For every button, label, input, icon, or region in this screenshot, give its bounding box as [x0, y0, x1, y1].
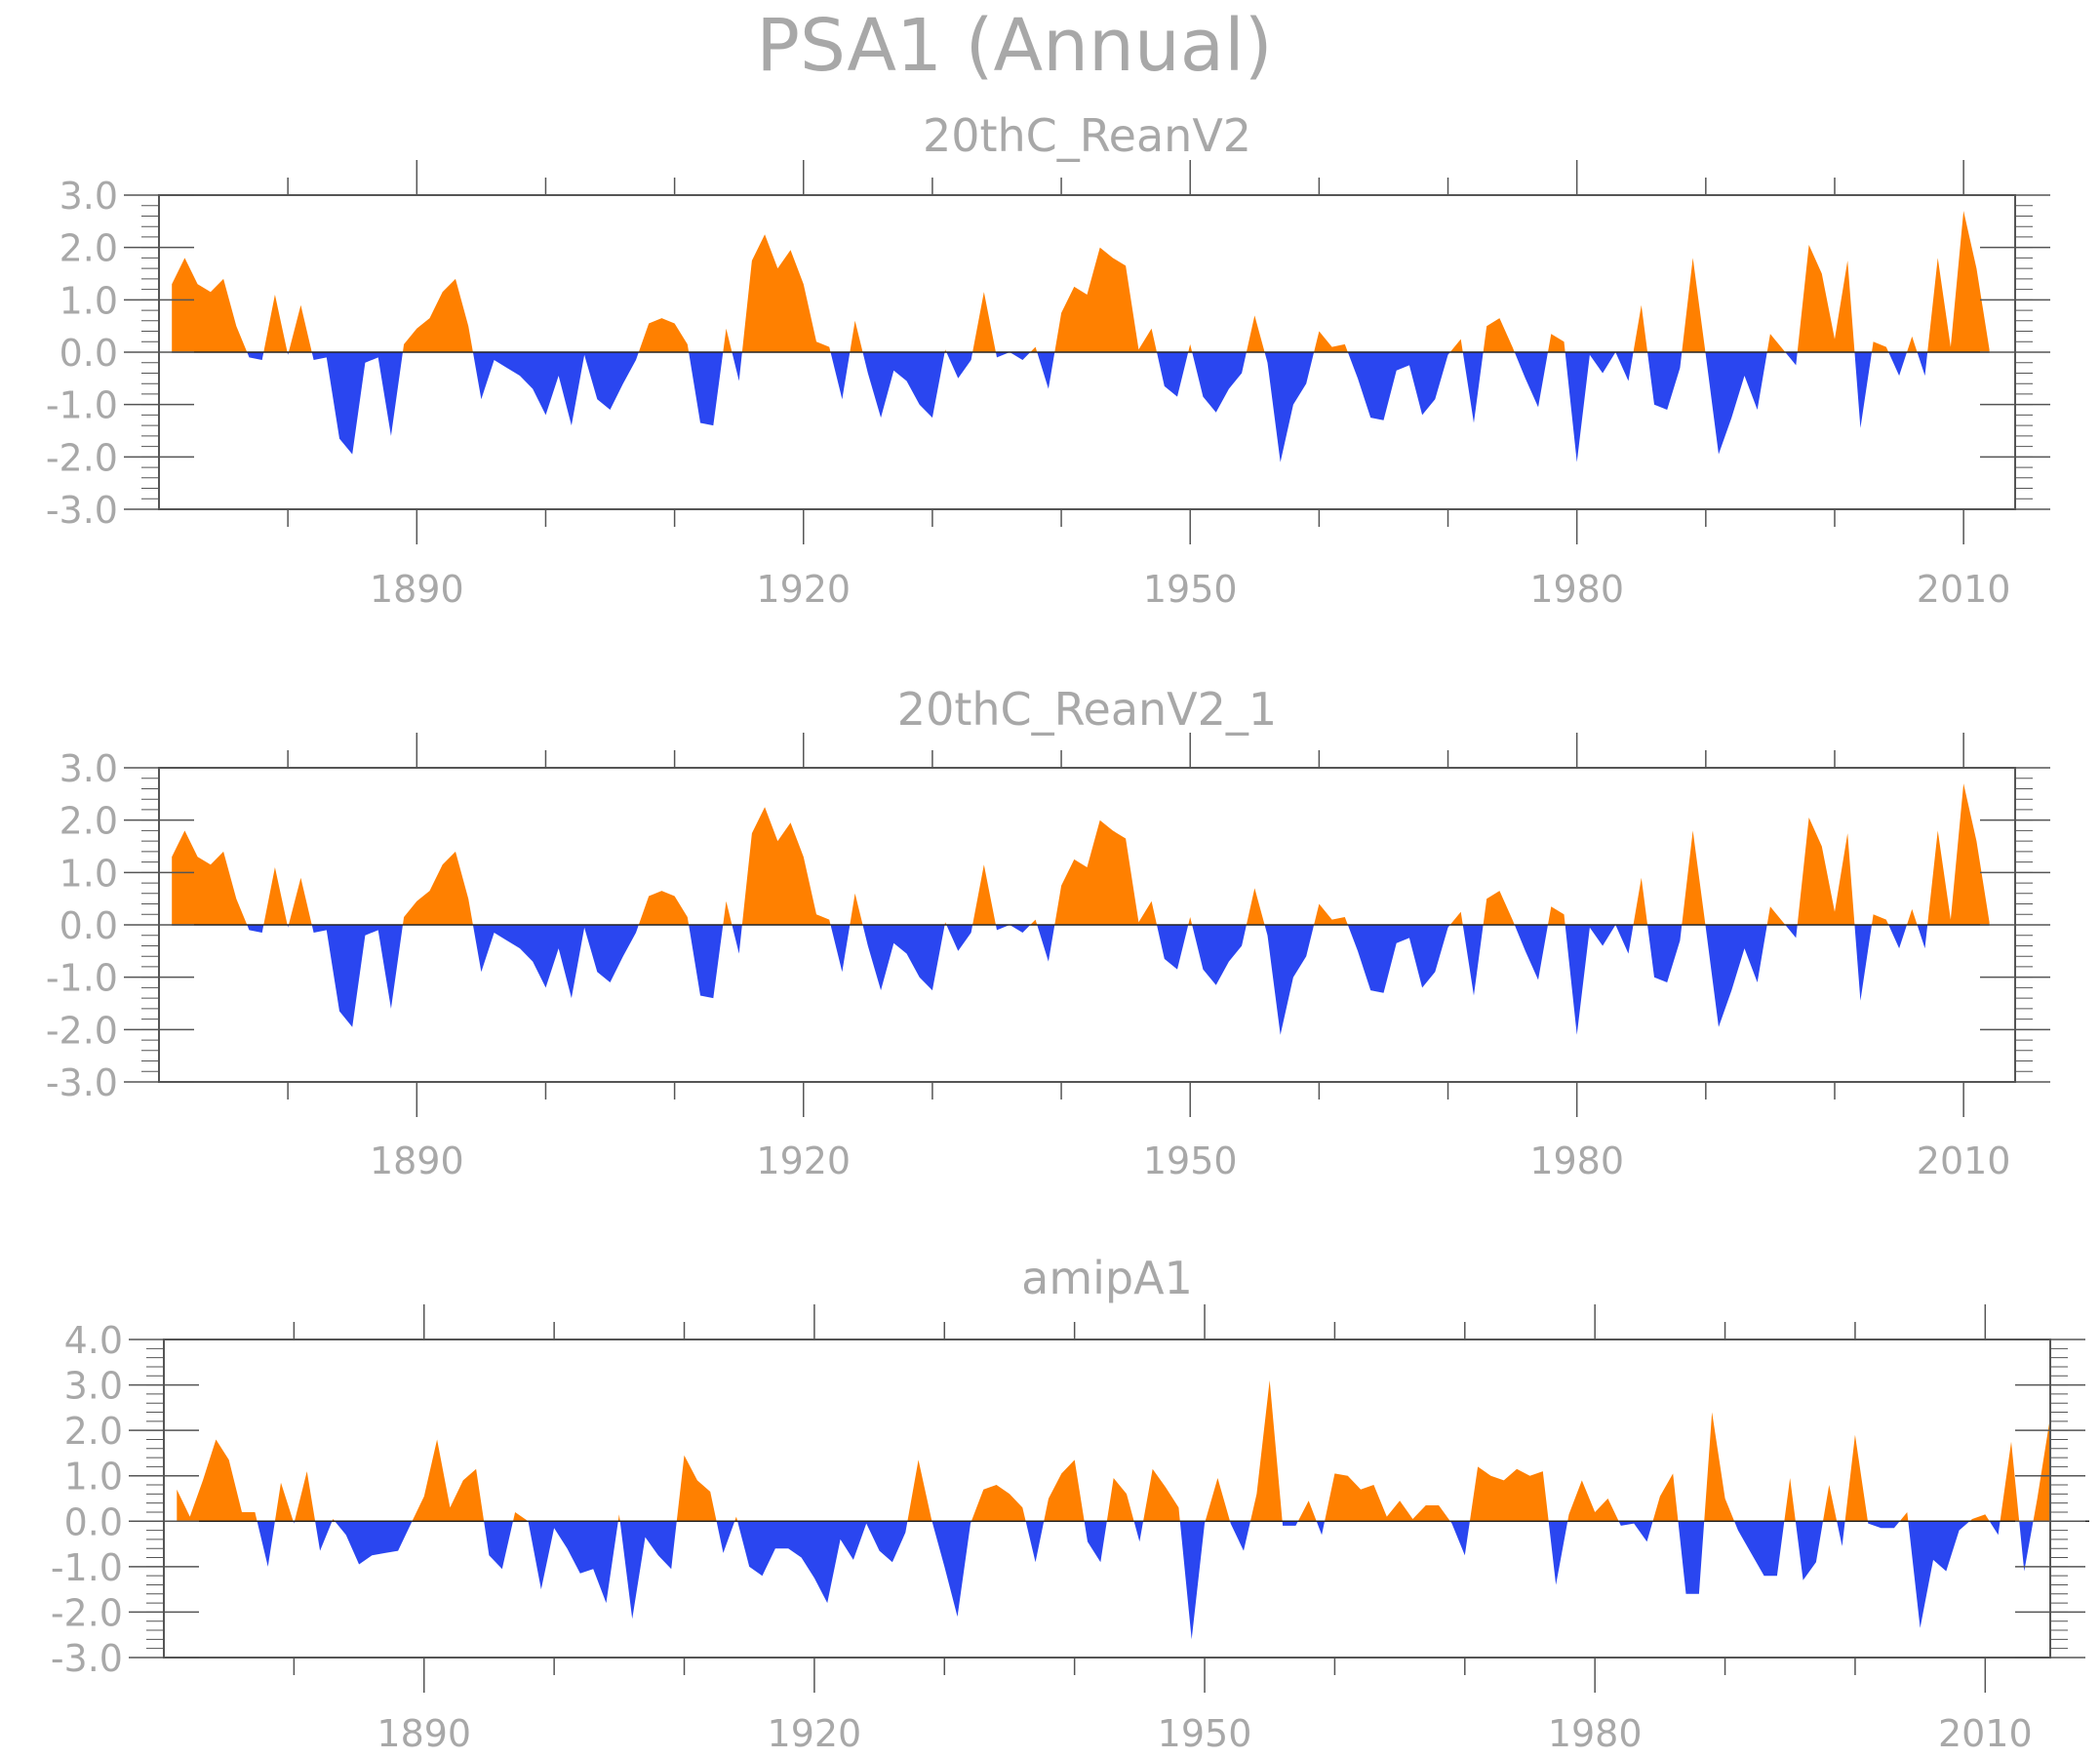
x-tick-label: 1950	[1143, 568, 1238, 611]
panel-title: amipA1	[1021, 1252, 1193, 1304]
panel-3: amipA1 4.03.02.01.00.0-1.0-2.0-3.0 1890 192…	[51, 1252, 2090, 1755]
positive-anomaly-area	[172, 211, 1990, 352]
negative-anomaly-area	[172, 925, 1990, 1035]
x-tick-label: 2010	[1938, 1712, 2033, 1754]
x-tick-label: 2010	[1917, 568, 2011, 611]
x-tick-label: 1980	[1548, 1712, 1643, 1754]
y-tick-label: 2.0	[59, 800, 118, 843]
x-tick-label: 1890	[370, 1139, 464, 1182]
x-tick-label: 1920	[756, 1139, 851, 1182]
x-tick-label: 1950	[1158, 1712, 1252, 1754]
y-tick-label: 1.0	[59, 852, 118, 895]
y-tick-label: 3.0	[64, 1365, 123, 1408]
y-tick-label: -3.0	[51, 1637, 123, 1680]
y-tick-label: 0.0	[59, 332, 118, 375]
y-tick-label: 0.0	[59, 904, 118, 947]
negative-anomaly-area	[177, 1521, 2050, 1640]
panel-2: 20thC_ReanV2_1 3.0 2.0 1.0 0.0 -1.0 -2.0 -3.0 18…	[46, 683, 2050, 1182]
y-tick-label: 0.0	[64, 1500, 123, 1543]
y-tick-label: 2.0	[64, 1410, 123, 1453]
positive-anomaly-area	[177, 1379, 2050, 1522]
figure-title: PSA1 (Annual)	[756, 4, 1272, 88]
y-tick-label: -1.0	[46, 384, 118, 427]
y-tick-label: 4.0	[64, 1319, 123, 1362]
panel-title: 20thC_ReanV2	[923, 109, 1251, 162]
x-tick-label: 1950	[1143, 1139, 1238, 1182]
y-tick-label: 3.0	[59, 175, 118, 218]
y-tick-label: -3.0	[46, 489, 118, 532]
y-tick-label: -2.0	[46, 1009, 118, 1052]
panel-1: 20thC_ReanV2 3.0 2.0 1.0 0.0 -1.0 -2.0 -3.0 1890…	[46, 109, 2050, 611]
y-tick-label: 3.0	[59, 747, 118, 790]
x-tick-label: 1890	[376, 1712, 471, 1754]
x-tick-label: 1980	[1529, 1139, 1624, 1182]
plot-frame	[163, 1339, 2051, 1659]
y-tick-label: 1.0	[64, 1456, 123, 1499]
y-tick-label: -2.0	[51, 1591, 123, 1634]
panel-title: 20thC_ReanV2_1	[897, 683, 1277, 736]
x-tick-label: 2010	[1917, 1139, 2011, 1182]
x-tick-label: 1920	[768, 1712, 862, 1754]
y-tick-label: 2.0	[59, 227, 118, 270]
y-tick-label: -3.0	[46, 1061, 118, 1104]
y-tick-label: -2.0	[46, 436, 118, 479]
negative-anomaly-area	[172, 352, 1990, 462]
positive-anomaly-area	[172, 783, 1990, 925]
y-tick-label: 1.0	[59, 279, 118, 322]
y-tick-label: -1.0	[46, 957, 118, 1000]
x-tick-label: 1890	[370, 568, 464, 611]
x-tick-label: 1920	[756, 568, 851, 611]
x-tick-label: 1980	[1529, 568, 1624, 611]
y-tick-label: -1.0	[51, 1546, 123, 1589]
